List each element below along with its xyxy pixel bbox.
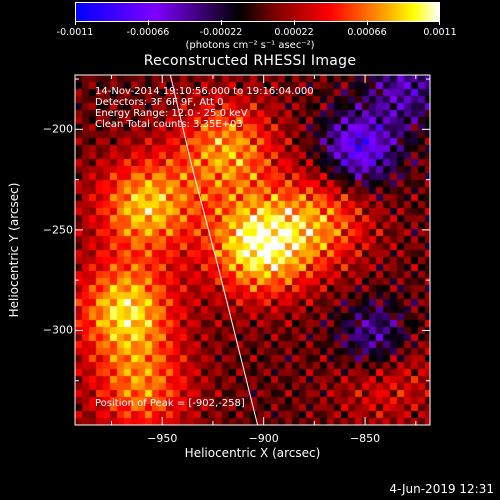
y-tick-label: −250	[42, 223, 73, 237]
rhessi-image	[75, 75, 430, 425]
colorbar-tick-label: 0.00022	[274, 27, 314, 38]
colorbar-tick-label: -0.0011	[56, 27, 94, 38]
colorbar-tick-mark	[367, 20, 368, 25]
annotation-time: 14-Nov-2014 19:10:56.000 to 19:16:04.000	[95, 86, 314, 97]
solar-limb-line	[169, 74, 259, 426]
y-tick-label: −200	[42, 122, 73, 136]
colorbar-units: (photons cm⁻² s⁻¹ asec⁻²)	[185, 40, 315, 51]
colorbar-tick-mark	[148, 20, 149, 25]
footer-date: 4-Jun-2019 12:31	[389, 482, 494, 496]
x-tick-label: −950	[147, 432, 178, 445]
colorbar-tick-label: -0.00022	[199, 27, 243, 38]
colorbar-tick-mark	[221, 20, 222, 25]
plot-frame	[74, 74, 431, 426]
annotation-energy: Energy Range: 12.0 - 25.0 keV	[95, 108, 248, 119]
colorbar-tick-label: 0.0011	[423, 27, 457, 38]
annotation-peak: Position of Peak = [-902,-258]	[95, 398, 245, 409]
y-axis-label: Heliocentric Y (arcsec)	[7, 182, 21, 318]
colorbar-tick-label: -0.00066	[126, 27, 170, 38]
annotation-clean: Clean Total counts: 3.35E+03	[95, 119, 243, 130]
y-tick-label: −300	[42, 323, 73, 337]
colorbar-tick-mark	[75, 20, 76, 25]
annotation-detectors: Detectors: 3F 6F 9F, Att 0	[95, 97, 224, 108]
x-axis-label: Heliocentric X (arcsec)	[184, 446, 321, 460]
colorbar-tick-mark	[294, 20, 295, 25]
colorbar-tick-mark	[439, 20, 440, 25]
colorbar-tick-label: 0.00066	[347, 27, 387, 38]
colorbar	[75, 2, 440, 22]
x-tick-label: −850	[349, 432, 381, 445]
chart-title: Reconstructed RHESSI Image	[143, 53, 357, 69]
x-tick-label: −900	[248, 432, 279, 445]
